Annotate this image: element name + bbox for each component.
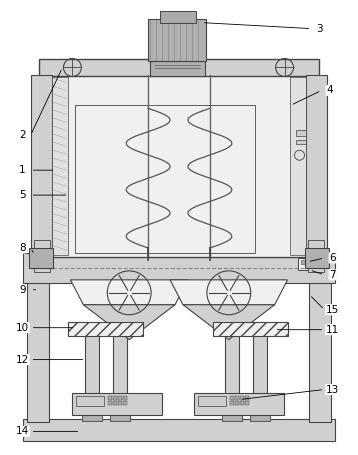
- Bar: [113, 330, 127, 417]
- Text: 10: 10: [16, 323, 29, 333]
- Bar: [213, 322, 287, 336]
- Text: 14: 14: [16, 426, 29, 436]
- Polygon shape: [183, 305, 275, 339]
- Polygon shape: [71, 280, 188, 305]
- Bar: [150, 61, 205, 76]
- Text: 5: 5: [19, 190, 26, 200]
- Bar: [26, 278, 48, 422]
- Bar: [240, 396, 244, 400]
- Bar: [308, 260, 313, 264]
- Bar: [222, 415, 242, 421]
- Bar: [39, 59, 319, 76]
- Text: 11: 11: [326, 325, 339, 335]
- Bar: [113, 401, 117, 405]
- Bar: [296, 140, 305, 144]
- Bar: [82, 415, 102, 421]
- Bar: [118, 396, 122, 400]
- Bar: [194, 394, 284, 415]
- Bar: [148, 19, 206, 61]
- Bar: [30, 76, 53, 255]
- Bar: [108, 401, 112, 405]
- Bar: [198, 396, 226, 406]
- Text: 13: 13: [326, 384, 339, 394]
- Bar: [118, 401, 122, 405]
- Text: 1: 1: [19, 165, 26, 175]
- Bar: [235, 396, 239, 400]
- Bar: [160, 10, 196, 23]
- Bar: [305, 248, 329, 268]
- Bar: [245, 401, 249, 405]
- Bar: [290, 77, 305, 255]
- Bar: [23, 253, 335, 283]
- Bar: [123, 396, 127, 400]
- Text: 2: 2: [19, 130, 26, 140]
- Text: 12: 12: [16, 354, 29, 364]
- Text: 4: 4: [326, 86, 333, 96]
- Bar: [50, 76, 308, 257]
- Bar: [305, 76, 328, 255]
- Bar: [110, 415, 130, 421]
- Bar: [34, 240, 49, 272]
- Text: 3: 3: [316, 24, 323, 34]
- Text: 6: 6: [329, 253, 336, 263]
- Bar: [297, 258, 315, 270]
- Bar: [108, 396, 112, 400]
- Bar: [68, 322, 143, 336]
- Bar: [72, 394, 162, 415]
- Bar: [29, 248, 53, 268]
- Text: 7: 7: [329, 270, 336, 280]
- Text: 9: 9: [19, 285, 26, 295]
- Bar: [113, 396, 117, 400]
- Bar: [76, 106, 255, 253]
- Bar: [53, 77, 68, 255]
- Bar: [300, 260, 305, 264]
- Bar: [230, 401, 234, 405]
- Text: 8: 8: [19, 243, 26, 253]
- Bar: [309, 240, 324, 272]
- Bar: [230, 396, 234, 400]
- Bar: [85, 330, 99, 417]
- Bar: [296, 130, 305, 136]
- Text: 15: 15: [326, 305, 339, 315]
- Polygon shape: [170, 280, 287, 305]
- Bar: [225, 330, 239, 417]
- Bar: [123, 401, 127, 405]
- Bar: [245, 396, 249, 400]
- Bar: [235, 401, 239, 405]
- Bar: [253, 330, 267, 417]
- Bar: [310, 278, 332, 422]
- Polygon shape: [83, 305, 175, 339]
- Bar: [250, 415, 270, 421]
- Bar: [76, 396, 104, 406]
- Bar: [23, 420, 335, 441]
- Bar: [240, 401, 244, 405]
